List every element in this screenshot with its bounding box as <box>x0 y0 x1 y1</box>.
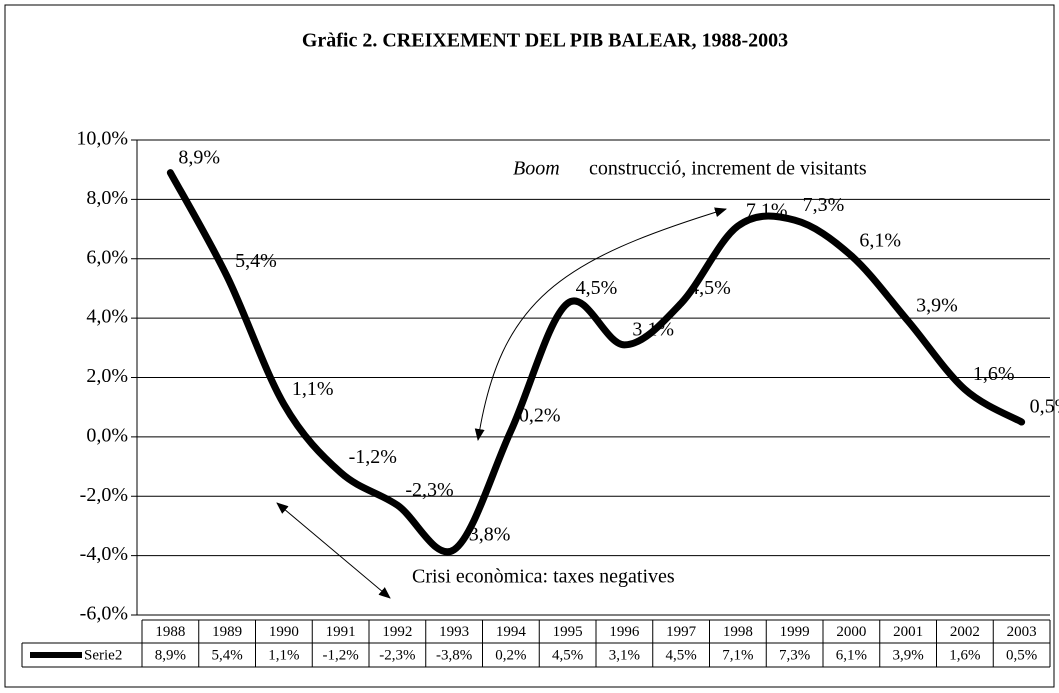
x-tick-label: 1989 <box>212 624 242 640</box>
y-tick-label: 8,0% <box>86 187 128 209</box>
table-value: 7,3% <box>779 647 810 663</box>
y-tick-label: 0,0% <box>86 424 128 446</box>
x-tick-label: 2000 <box>836 624 866 640</box>
table-value: 3,9% <box>893 647 924 663</box>
table-value: 4,5% <box>552 647 583 663</box>
data-label: -3,8% <box>462 523 510 545</box>
x-tick-label: 1996 <box>609 624 640 640</box>
table-value: 5,4% <box>212 647 243 663</box>
chart-title: Gràfic 2. CREIXEMENT DEL PIB BALEAR, 198… <box>302 30 788 52</box>
data-label: 7,3% <box>803 194 845 216</box>
x-tick-label: 1997 <box>666 624 697 640</box>
x-tick-label: 1988 <box>155 624 185 640</box>
table-value: 1,6% <box>949 647 980 663</box>
table-value: 4,5% <box>666 647 697 663</box>
y-tick-label: 10,0% <box>76 128 128 150</box>
table-value: -2,3% <box>379 647 415 663</box>
legend-label: Serie2 <box>84 647 122 663</box>
y-tick-label: -4,0% <box>80 543 128 565</box>
frame <box>4 4 1055 688</box>
table-value: 1,1% <box>268 647 299 663</box>
annotation: construcció, increment de visitants <box>589 158 867 180</box>
data-label: 3,9% <box>916 295 958 317</box>
x-tick-label: 2001 <box>893 624 923 640</box>
data-label: 6,1% <box>859 229 901 251</box>
data-label: 5,4% <box>235 250 277 272</box>
table-value: 6,1% <box>836 647 867 663</box>
x-tick-label: 1999 <box>780 624 810 640</box>
table-value: 0,5% <box>1006 647 1037 663</box>
x-tick-label: 1992 <box>382 624 412 640</box>
y-tick-label: 4,0% <box>86 306 128 328</box>
table-value: 7,1% <box>722 647 753 663</box>
annotation: Crisi econòmica: taxes negatives <box>412 566 675 588</box>
x-tick-label: 2002 <box>950 624 980 640</box>
annotation: Boom <box>513 158 560 180</box>
line <box>166 169 1026 556</box>
data-label: 1,1% <box>292 378 334 400</box>
table-value: 3,1% <box>609 647 640 663</box>
arrow <box>474 207 727 441</box>
data-label: 0,2% <box>519 405 561 427</box>
x-tick-label: 2003 <box>1007 624 1037 640</box>
arrow <box>276 502 391 599</box>
y-tick-label: 2,0% <box>86 365 128 387</box>
data-label: 8,9% <box>178 146 220 168</box>
x-tick-label: 1998 <box>723 624 753 640</box>
x-tick-label: 1993 <box>439 624 469 640</box>
x-tick-label: 1995 <box>553 624 583 640</box>
data-label: 1,6% <box>973 363 1015 385</box>
y-tick-label: 6,0% <box>86 246 128 268</box>
x-tick-label: 1994 <box>496 624 527 640</box>
table-value: -3,8% <box>436 647 472 663</box>
x-tick-label: 1991 <box>326 624 356 640</box>
table-value: -1,2% <box>323 647 359 663</box>
data-label: 0,5% <box>1030 396 1059 418</box>
data-label: -1,2% <box>349 446 397 468</box>
x-tick-label: 1990 <box>269 624 299 640</box>
y-tick-label: -6,0% <box>80 603 128 625</box>
table-value: 0,2% <box>495 647 526 663</box>
y-tick-label: -2,0% <box>80 484 128 506</box>
table-value: 8,9% <box>155 647 186 663</box>
data-label: -2,3% <box>405 479 453 501</box>
data-label: 4,5% <box>576 277 618 299</box>
